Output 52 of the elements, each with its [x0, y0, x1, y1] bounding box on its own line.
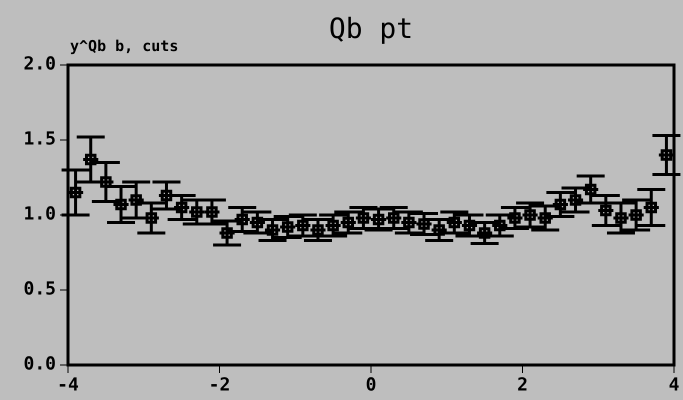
point — [433, 224, 445, 236]
point — [327, 220, 339, 232]
point — [358, 212, 370, 224]
y-tick-label: 1.0 — [23, 204, 56, 225]
point — [70, 186, 82, 198]
point — [509, 212, 521, 224]
point — [297, 220, 309, 232]
x-tick-label: 2 — [517, 374, 528, 396]
point — [646, 202, 658, 214]
x-tick-label: 0 — [366, 374, 376, 396]
point — [660, 149, 672, 161]
point — [554, 198, 566, 210]
y-tick-label: 0.0 — [23, 354, 56, 375]
point — [236, 214, 248, 226]
point — [570, 194, 582, 206]
y-tick-label: 1.5 — [23, 128, 56, 150]
point — [191, 206, 203, 218]
point — [221, 227, 233, 239]
point — [584, 184, 596, 196]
point — [130, 194, 142, 206]
point — [418, 218, 430, 230]
point — [160, 190, 172, 202]
y-axis-title: y^Qb b, cuts — [70, 37, 178, 55]
point — [312, 224, 324, 236]
point — [615, 212, 627, 224]
x-tick-label: -2 — [208, 374, 230, 396]
point — [448, 216, 460, 228]
point — [494, 220, 506, 232]
point — [206, 206, 218, 218]
point — [115, 198, 127, 210]
point — [372, 214, 384, 226]
point — [464, 220, 476, 232]
point — [630, 209, 642, 221]
point — [403, 216, 415, 228]
point — [388, 212, 400, 224]
point — [342, 216, 354, 228]
point — [266, 224, 278, 236]
point — [100, 176, 112, 188]
point — [84, 154, 96, 166]
y-tick-label: 2.0 — [23, 54, 56, 75]
point — [282, 221, 294, 233]
chart-title: Qb pt — [328, 12, 414, 45]
x-tick-label: 4 — [668, 374, 680, 396]
point — [146, 212, 158, 224]
y-tick-label: 0.5 — [23, 278, 56, 300]
point — [539, 212, 551, 224]
point — [252, 216, 264, 228]
point — [524, 209, 536, 221]
x-tick-label: -4 — [57, 374, 79, 396]
point — [478, 227, 490, 239]
point — [600, 204, 612, 216]
point — [176, 202, 188, 214]
